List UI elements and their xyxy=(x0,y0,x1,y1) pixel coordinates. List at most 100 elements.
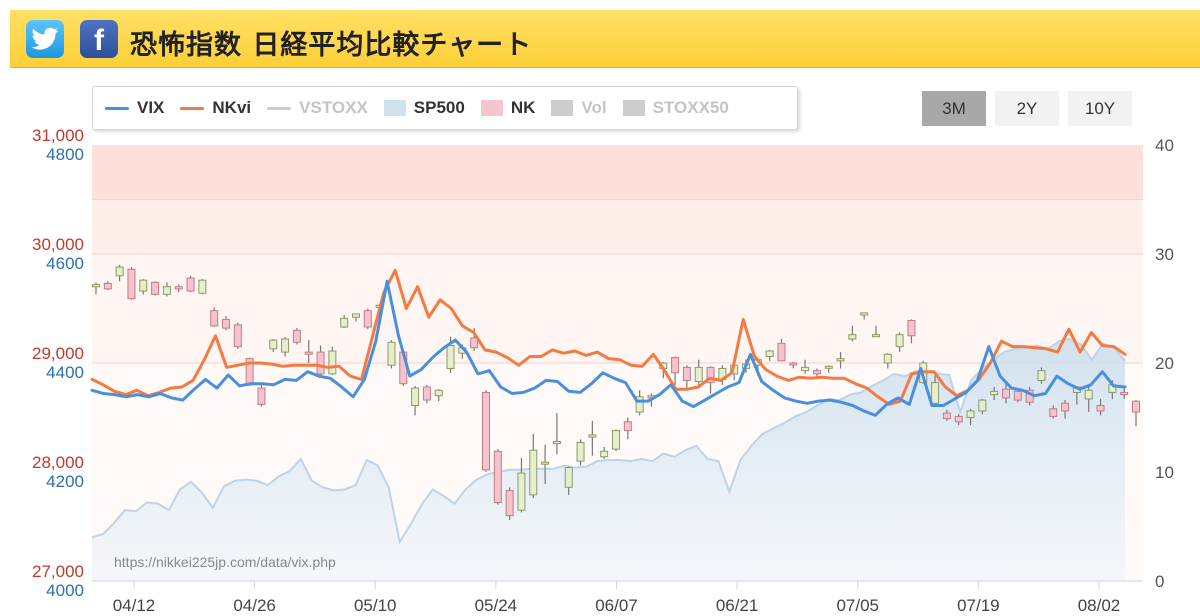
nk-axis-label: 27,000 xyxy=(32,562,84,581)
twitter-bird-icon xyxy=(31,27,59,50)
nk-candle xyxy=(1049,405,1058,419)
nk-candle xyxy=(529,433,538,499)
legend-item-vix[interactable]: VIX xyxy=(105,98,164,118)
legend-item-nk[interactable]: NK xyxy=(480,98,535,118)
nk-candle xyxy=(907,319,916,344)
candle-body xyxy=(292,329,301,343)
candle-body xyxy=(860,312,869,316)
legend-item-nkvi[interactable]: NKvi xyxy=(180,98,251,118)
candle-body xyxy=(801,366,810,372)
x-tick-label: 04/26 xyxy=(233,596,276,615)
candle-body xyxy=(482,391,490,471)
candle-body xyxy=(812,370,821,375)
nk-candle xyxy=(517,457,526,513)
candle-body xyxy=(671,357,680,374)
candle-body xyxy=(304,351,313,355)
candle-body xyxy=(682,366,691,381)
nk-candle xyxy=(422,384,431,404)
nk-candle xyxy=(883,353,892,369)
nk-candle xyxy=(411,385,420,416)
legend-swatch xyxy=(180,106,205,110)
candle-body xyxy=(210,310,219,327)
sp500-line xyxy=(91,337,1126,545)
nk-candle xyxy=(92,282,100,295)
page-header: f 恐怖指数 日経平均比較チャート xyxy=(10,10,1200,68)
x-tick-label: 05/10 xyxy=(354,596,397,615)
candle-body xyxy=(387,341,396,366)
range-button-2y[interactable]: 2Y xyxy=(995,91,1059,126)
candle-body xyxy=(789,362,798,366)
range-button-3m[interactable]: 3M xyxy=(922,91,986,126)
candle-body xyxy=(931,382,940,404)
candle-body xyxy=(257,387,266,405)
candle-body xyxy=(765,350,774,357)
nk-candle xyxy=(103,281,112,290)
twitter-share-button[interactable] xyxy=(26,20,64,58)
nk-candle xyxy=(623,417,632,440)
legend-swatch xyxy=(105,106,129,110)
watermark-text: https://nikkei225jp.com/data/vix.php xyxy=(114,554,336,570)
legend-swatch xyxy=(480,100,503,116)
candle-body xyxy=(493,450,502,504)
nk-candle xyxy=(257,384,266,407)
candle-body xyxy=(635,396,644,413)
candle-body xyxy=(1096,405,1105,412)
nk-candle xyxy=(848,325,857,342)
nk-candle xyxy=(269,339,278,353)
fear-band xyxy=(92,199,1143,254)
legend-label: VSTOXX xyxy=(299,98,368,117)
nk-candle xyxy=(1084,386,1093,413)
candle-body xyxy=(1037,370,1046,381)
nk-candle xyxy=(198,279,207,295)
nk-candle xyxy=(931,372,940,407)
legend-swatch xyxy=(267,106,292,110)
legend-item-stoxx50[interactable]: STOXX50 xyxy=(622,98,729,118)
candle-body xyxy=(552,440,561,444)
candle-body xyxy=(942,412,951,420)
legend-label: VIX xyxy=(137,98,165,117)
x-tick-label: 06/21 xyxy=(716,596,759,615)
candle-body xyxy=(470,337,479,349)
nk-candle xyxy=(316,345,325,375)
candle-body xyxy=(411,387,420,407)
facebook-share-button[interactable]: f xyxy=(80,20,118,58)
nk-candle xyxy=(942,409,951,421)
candle-body xyxy=(115,266,124,277)
nk-candle xyxy=(1120,388,1129,399)
candle-body xyxy=(352,313,360,318)
nk-candle xyxy=(801,359,810,374)
nk-candle xyxy=(1002,383,1010,404)
candle-body xyxy=(1132,400,1140,413)
nk-axis-label: 30,000 xyxy=(32,235,84,254)
candle-body xyxy=(848,334,857,340)
candle-body xyxy=(600,450,609,458)
legend-item-sp500[interactable]: SP500 xyxy=(383,98,465,118)
sp500-axis-label: 4600 xyxy=(46,254,84,273)
legend-item-vstoxx[interactable]: VSTOXX xyxy=(267,98,368,118)
candle-body xyxy=(269,339,278,350)
fear-band xyxy=(92,145,1143,200)
x-tick-label: 07/05 xyxy=(836,596,879,615)
candle-body xyxy=(978,399,987,412)
candle-body xyxy=(1061,402,1070,412)
candle-body xyxy=(222,318,230,329)
nk-candle xyxy=(493,449,502,505)
nk-candle xyxy=(1132,400,1140,427)
nk-candle xyxy=(824,365,833,373)
nk-candle xyxy=(541,444,550,484)
nk-candle xyxy=(789,361,798,369)
candle-body xyxy=(517,472,526,511)
candle-body xyxy=(541,461,550,465)
candle-body xyxy=(824,365,833,369)
nk-candle xyxy=(694,359,703,389)
chart-legend: VIX NKvi VSTOXX SP500 NK Vol STOXX50 xyxy=(92,86,798,130)
nk-candle xyxy=(1096,398,1105,416)
candle-body xyxy=(505,490,514,517)
nk-candle xyxy=(954,414,963,426)
range-button-10y[interactable]: 10Y xyxy=(1068,91,1132,126)
candle-body xyxy=(316,351,325,375)
x-tick-label: 08/02 xyxy=(1078,596,1121,615)
legend-item-vol[interactable]: Vol xyxy=(551,98,607,118)
nk-candle xyxy=(576,439,585,466)
